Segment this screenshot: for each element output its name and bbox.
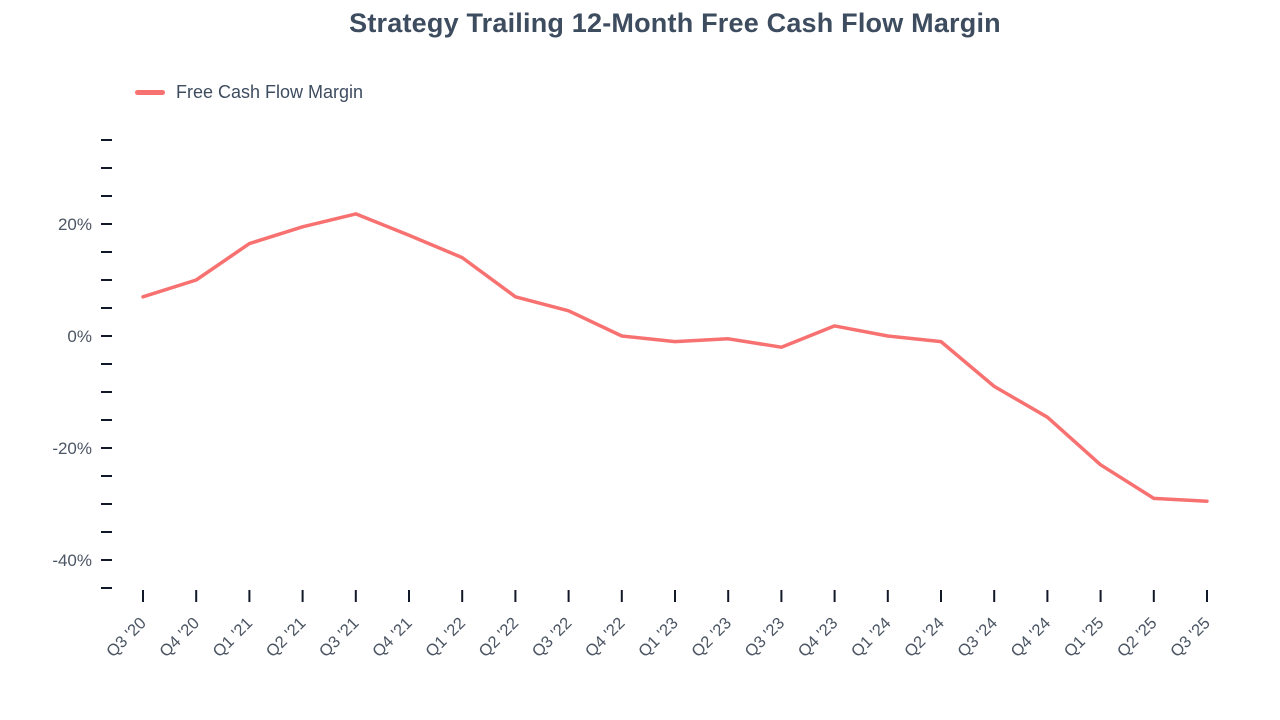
x-axis-label: Q4 '24 (1007, 614, 1054, 661)
x-axis-label: Q3 '24 (954, 614, 1001, 661)
x-axis-label: Q1 '24 (848, 614, 895, 661)
y-axis-label: -40% (52, 551, 92, 570)
x-axis-label: Q4 '21 (369, 614, 416, 661)
series-line-free-cash-flow-margin (141, 212, 1209, 503)
x-axis-label: Q3 '20 (103, 614, 150, 661)
y-axis-label: 20% (58, 215, 92, 234)
x-axis-label: Q4 '22 (582, 614, 629, 661)
x-axis-label: Q2 '22 (475, 614, 522, 661)
x-axis-label: Q4 '23 (795, 614, 842, 661)
legend-label: Free Cash Flow Margin (176, 82, 364, 102)
x-axis-label: Q4 '20 (156, 614, 203, 661)
x-axis-label: Q3 '23 (741, 614, 788, 661)
legend: Free Cash Flow Margin (135, 82, 363, 103)
x-axis-label: Q3 '22 (529, 614, 576, 661)
chart-title: Strategy Trailing 12-Month Free Cash Flo… (349, 8, 1001, 38)
x-axis-label: Q2 '24 (901, 614, 948, 661)
x-axis-label: Q2 '23 (688, 614, 735, 661)
x-axis-label: Q3 '25 (1167, 614, 1214, 661)
x-axis-label: Q1 '21 (209, 614, 256, 661)
x-axis-label: Q3 '21 (316, 614, 363, 661)
y-axis-label: -20% (52, 439, 92, 458)
x-axis-label: Q1 '23 (635, 614, 682, 661)
y-axis-label: 0% (67, 327, 92, 346)
legend-line-swatch-icon (135, 90, 165, 95)
x-axis-label: Q1 '25 (1061, 614, 1108, 661)
x-axis-label: Q2 '25 (1114, 614, 1161, 661)
x-axis-label: Q2 '21 (263, 614, 310, 661)
x-axis-label: Q1 '22 (422, 614, 469, 661)
